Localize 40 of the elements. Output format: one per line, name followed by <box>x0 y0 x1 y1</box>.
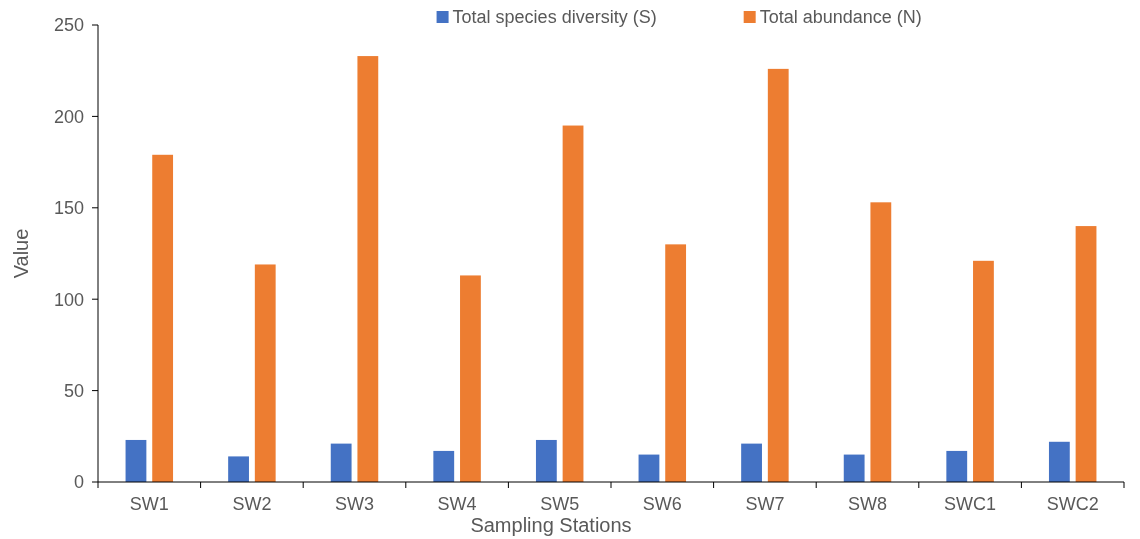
y-tick-label: 100 <box>53 289 84 310</box>
bar <box>843 454 865 482</box>
bar <box>973 260 994 482</box>
bar <box>767 68 789 482</box>
y-tick-label: 50 <box>63 380 84 401</box>
bar <box>228 456 249 482</box>
y-tick-label: 250 <box>53 15 84 36</box>
bar <box>357 56 379 482</box>
bar <box>152 154 174 482</box>
bar <box>433 450 455 482</box>
x-tick-label: SW5 <box>540 494 580 514</box>
y-axis-title: Value <box>10 228 32 279</box>
bar <box>460 275 481 482</box>
y-tick-label: 200 <box>53 106 84 127</box>
bar <box>125 439 147 482</box>
bar <box>1048 441 1070 482</box>
x-axis-title: Sampling Stations <box>470 514 632 536</box>
x-tick-label: SW4 <box>437 494 477 514</box>
x-tick-label: SW3 <box>334 494 375 514</box>
x-tick-label: SW6 <box>642 494 682 514</box>
bar <box>665 244 687 482</box>
x-tick-label: SWC2 <box>1046 494 1099 514</box>
bar <box>330 443 352 482</box>
x-tick-label: SW7 <box>745 494 785 514</box>
x-tick-label: SW8 <box>847 494 888 514</box>
bar <box>562 125 584 482</box>
legend-label: Total species diversity (S) <box>452 7 657 28</box>
bar <box>946 450 968 482</box>
y-tick-label: 0 <box>73 472 84 493</box>
bar <box>870 202 892 482</box>
x-tick-label: SW1 <box>129 494 169 514</box>
bar <box>741 443 762 482</box>
bar <box>535 439 557 482</box>
legend-label: Total abundance (N) <box>759 7 922 28</box>
x-tick-label: SW2 <box>232 494 272 514</box>
x-tick-label: SWC1 <box>944 494 997 514</box>
bar <box>1075 226 1097 482</box>
bar <box>254 264 276 482</box>
bar <box>638 454 660 482</box>
y-tick-label: 150 <box>53 198 84 219</box>
